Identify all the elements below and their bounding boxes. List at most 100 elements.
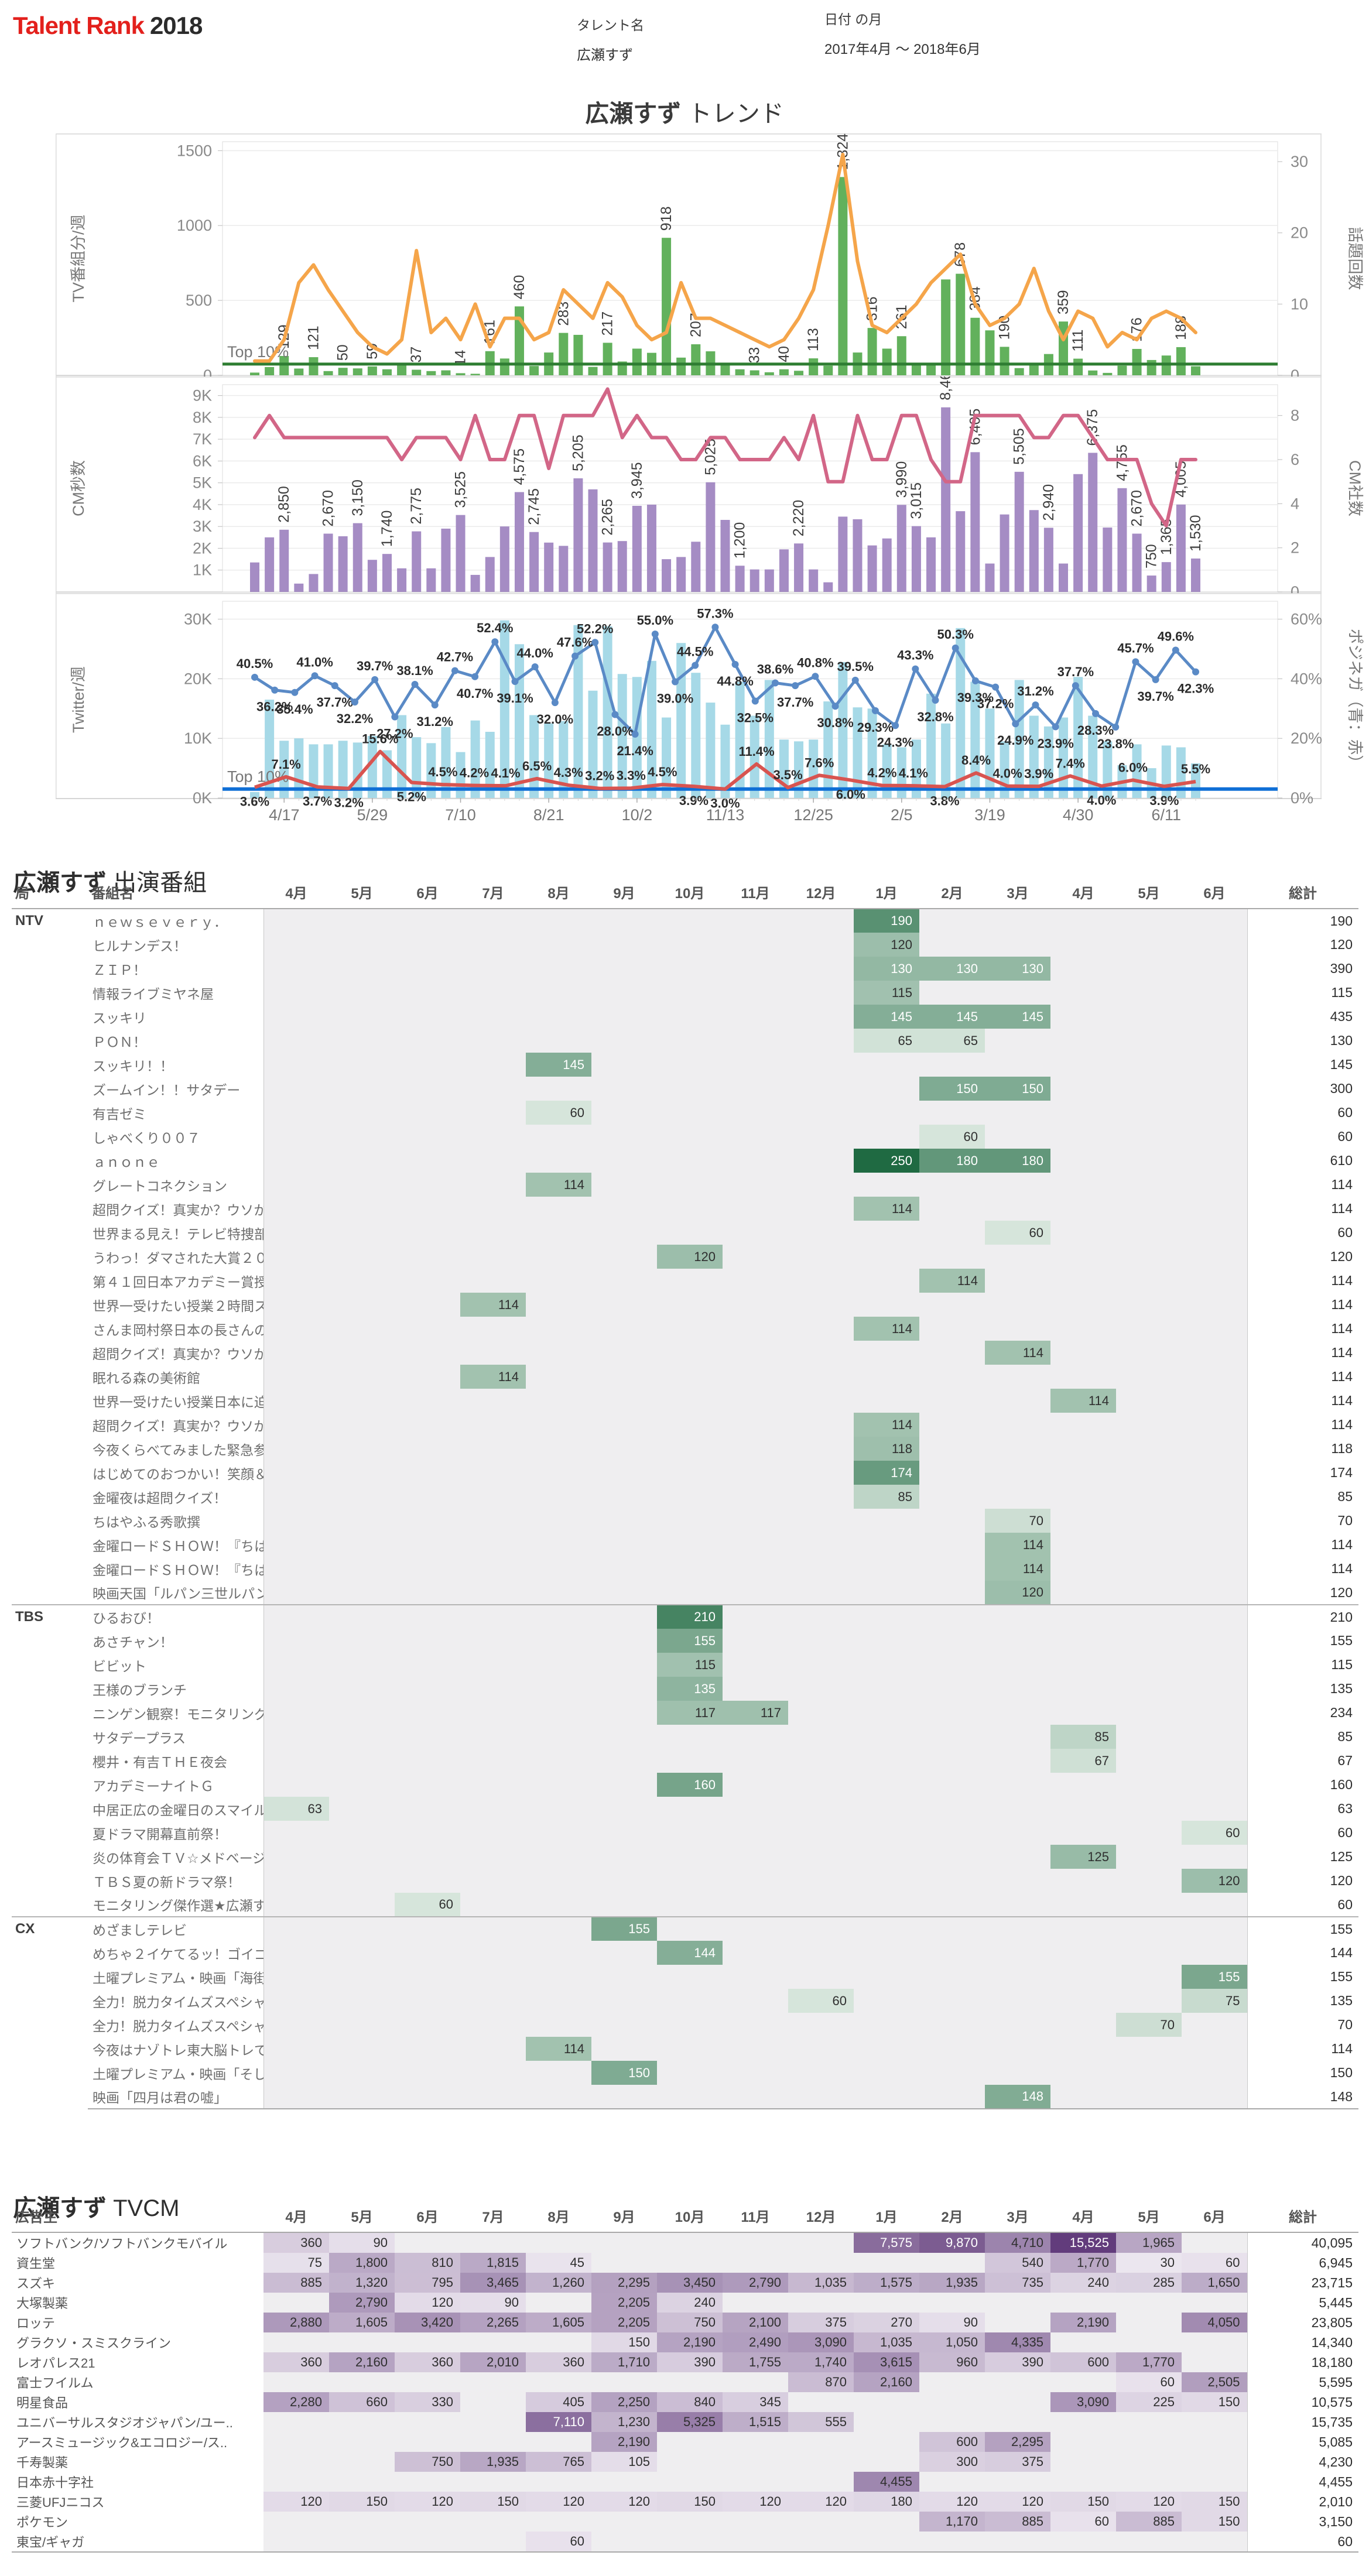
cm-seconds-cell[interactable]: 345 — [723, 2392, 788, 2412]
cm-seconds-cell[interactable]: 2,160 — [329, 2352, 395, 2372]
cm-bar[interactable] — [838, 516, 848, 592]
program-minutes-cell[interactable]: 114 — [460, 1365, 526, 1389]
cm-seconds-cell[interactable]: 1,515 — [723, 2412, 788, 2432]
program-minutes-cell[interactable]: 60 — [788, 1989, 854, 2013]
tweet-bar[interactable] — [662, 717, 672, 798]
cm-seconds-cell[interactable]: 90 — [919, 2313, 985, 2332]
cm-bar[interactable] — [1014, 471, 1024, 592]
advertiser-name[interactable]: 富士フイルム — [12, 2372, 263, 2392]
program-minutes-cell[interactable]: 114 — [854, 1197, 919, 1221]
tweet-bar[interactable] — [470, 720, 480, 798]
month-header-4[interactable]: 8月 — [526, 2205, 591, 2233]
program-minutes-cell[interactable]: 150 — [985, 1077, 1050, 1101]
cm-bar[interactable] — [338, 536, 348, 592]
month-header-3[interactable]: 7月 — [460, 2205, 526, 2233]
program-minutes-cell[interactable]: 155 — [591, 1916, 657, 1941]
program-minutes-cell[interactable]: 180 — [919, 1149, 985, 1173]
tv-bar[interactable] — [323, 371, 333, 375]
cm-bar[interactable] — [706, 482, 716, 592]
positive-rate-point[interactable] — [651, 631, 659, 638]
cm-bar[interactable] — [382, 554, 392, 592]
program-name[interactable]: ひるおび！ — [88, 1604, 264, 1629]
tweet-bar[interactable] — [367, 736, 377, 798]
cm-seconds-cell[interactable]: 300 — [919, 2452, 985, 2472]
program-minutes-cell[interactable]: 114 — [985, 1533, 1050, 1557]
advertiser-name[interactable]: 大塚製薬 — [12, 2293, 263, 2313]
cm-seconds-cell[interactable]: 270 — [854, 2313, 919, 2332]
month-header-5[interactable]: 9月 — [591, 881, 657, 909]
positive-rate-point[interactable] — [251, 673, 258, 681]
program-name[interactable]: ｎｅｗｓｅｖｅｒｙ． — [88, 909, 264, 933]
positive-rate-point[interactable] — [831, 703, 839, 710]
cm-seconds-cell[interactable]: 2,295 — [985, 2432, 1050, 2452]
cm-seconds-cell[interactable]: 1,740 — [788, 2352, 854, 2372]
cm-seconds-cell[interactable]: 2,205 — [591, 2313, 657, 2332]
cm-seconds-cell[interactable]: 2,100 — [723, 2313, 788, 2332]
advertiser-name[interactable]: 日本赤十字社 — [12, 2472, 263, 2492]
program-minutes-cell[interactable]: 148 — [985, 2085, 1050, 2109]
positive-rate-point[interactable] — [331, 682, 338, 690]
program-minutes-cell[interactable]: 85 — [1050, 1725, 1116, 1749]
cm-seconds-cell[interactable]: 2,265 — [460, 2313, 526, 2332]
program-name[interactable]: ビビット — [88, 1653, 264, 1677]
program-minutes-cell[interactable]: 130 — [854, 957, 919, 981]
program-minutes-cell[interactable]: 130 — [919, 957, 985, 981]
tv-bar[interactable] — [470, 374, 480, 375]
month-header-7[interactable]: 11月 — [723, 2205, 788, 2233]
program-minutes-cell[interactable]: 114 — [1050, 1389, 1116, 1413]
tweet-bar[interactable] — [588, 690, 598, 798]
cm-bar[interactable] — [309, 574, 319, 592]
cm-bar[interactable] — [867, 545, 877, 592]
program-name[interactable]: ズームイン！！サタデー — [88, 1077, 264, 1101]
cm-seconds-cell[interactable]: 120 — [395, 2293, 460, 2313]
tweet-bar[interactable] — [279, 741, 289, 798]
cm-bar[interactable] — [1191, 558, 1200, 592]
advertiser-name[interactable]: ソフトバンク/ソフトバンクモバイル — [12, 2232, 263, 2253]
tv-bar[interactable] — [309, 357, 319, 375]
tv-bar[interactable] — [735, 369, 745, 375]
cm-seconds-cell[interactable]: 1,035 — [854, 2332, 919, 2352]
tweet-bar[interactable] — [338, 741, 348, 798]
cm-seconds-cell[interactable]: 120 — [526, 2492, 591, 2512]
cm-bar[interactable] — [691, 542, 701, 592]
program-minutes-cell[interactable]: 70 — [985, 1509, 1050, 1533]
tweet-bar[interactable] — [441, 727, 451, 798]
cm-seconds-cell[interactable]: 1,965 — [1116, 2232, 1182, 2253]
cm-seconds-cell[interactable]: 600 — [1050, 2352, 1116, 2372]
month-header-14[interactable]: 6月 — [1182, 881, 1247, 909]
program-minutes-cell[interactable]: 125 — [1050, 1845, 1116, 1869]
cm-seconds-cell[interactable]: 2,505 — [1182, 2372, 1247, 2392]
program-minutes-cell[interactable]: 65 — [919, 1029, 985, 1053]
program-minutes-cell[interactable]: 120 — [657, 1245, 723, 1269]
cm-seconds-cell[interactable]: 2,205 — [591, 2293, 657, 2313]
advertiser-name[interactable]: 資生堂 — [12, 2253, 263, 2273]
tweet-bar[interactable] — [970, 681, 980, 798]
cm-bar[interactable] — [779, 549, 789, 592]
cm-bar[interactable] — [1176, 504, 1186, 592]
tv-bar[interactable] — [441, 370, 451, 375]
program-name[interactable]: 映画「四月は君の嘘」 — [88, 2085, 264, 2109]
positive-rate-point[interactable] — [511, 677, 519, 685]
tv-bar[interactable] — [529, 366, 539, 375]
tweet-bar[interactable] — [485, 731, 495, 798]
cm-seconds-cell[interactable]: 1,815 — [460, 2253, 526, 2273]
program-minutes-cell[interactable]: 120 — [985, 1581, 1050, 1605]
advertiser-name[interactable]: スズキ — [12, 2273, 263, 2293]
month-header-2[interactable]: 6月 — [395, 881, 460, 909]
tv-bar[interactable] — [823, 365, 833, 375]
cm-seconds-cell[interactable]: 1,605 — [526, 2313, 591, 2332]
cm-bar[interactable] — [1088, 453, 1098, 592]
program-name[interactable]: アカデミーナイトＧ — [88, 1773, 264, 1797]
tweet-bar[interactable] — [1132, 744, 1142, 798]
cm-seconds-cell[interactable]: 2,790 — [723, 2273, 788, 2293]
tweet-bar[interactable] — [764, 680, 774, 798]
program-name[interactable]: ちはやふる秀歌撰 — [88, 1509, 264, 1533]
program-minutes-cell[interactable]: 65 — [854, 1029, 919, 1053]
program-name[interactable]: さんま岡村祭日本の長さんの.. — [88, 1317, 264, 1341]
cm-bar[interactable] — [514, 492, 524, 592]
tv-bar[interactable] — [367, 366, 377, 375]
month-header-5[interactable]: 9月 — [591, 2205, 657, 2233]
cm-bar[interactable] — [617, 541, 627, 592]
tweet-bar[interactable] — [603, 626, 612, 798]
program-name[interactable]: 夏ドラマ開幕直前祭！ — [88, 1821, 264, 1845]
